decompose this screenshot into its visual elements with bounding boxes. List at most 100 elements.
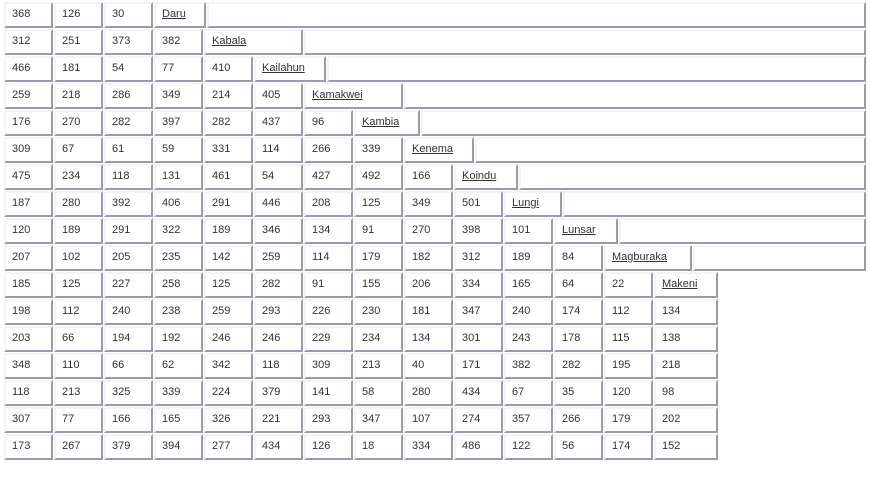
city-label: Lunsar — [554, 218, 618, 244]
distance-cell: 206 — [404, 272, 453, 298]
distance-cell: 114 — [304, 245, 353, 271]
table-row: 3077716616532622129334710727435726617920… — [4, 407, 866, 433]
table-row: 1732673793942774341261833448612256174152 — [4, 434, 866, 460]
distance-cell: 246 — [204, 326, 253, 352]
blank-cell — [475, 137, 866, 163]
distance-cell: 213 — [54, 380, 103, 406]
distance-cell: 218 — [654, 353, 718, 379]
distance-cell: 126 — [304, 434, 353, 460]
distance-cell: 475 — [4, 164, 53, 190]
distance-cell: 301 — [454, 326, 503, 352]
distance-cell: 120 — [4, 218, 53, 244]
distance-cell: 173 — [4, 434, 53, 460]
distance-cell: 406 — [154, 191, 203, 217]
distance-cell: 166 — [104, 407, 153, 433]
city-link[interactable]: Koindu — [462, 170, 496, 182]
distance-cell: 347 — [454, 299, 503, 325]
distance-cell: 282 — [204, 110, 253, 136]
distance-cell: 331 — [204, 137, 253, 163]
blank-cell — [404, 83, 866, 109]
city-link[interactable]: Kenema — [412, 143, 453, 155]
city-label: Kambia — [354, 110, 420, 136]
distance-cell: 107 — [404, 407, 453, 433]
city-link[interactable]: Kabala — [212, 35, 246, 47]
distance-cell: 259 — [254, 245, 303, 271]
distance-cell: 230 — [354, 299, 403, 325]
city-link[interactable]: Kailahun — [262, 62, 305, 74]
distance-cell: 348 — [4, 353, 53, 379]
distance-cell: 203 — [4, 326, 53, 352]
distance-cell: 221 — [254, 407, 303, 433]
distance-cell: 293 — [304, 407, 353, 433]
distance-cell: 397 — [154, 110, 203, 136]
distance-cell: 291 — [104, 218, 153, 244]
distance-cell: 224 — [204, 380, 253, 406]
distance-cell: 195 — [604, 353, 653, 379]
distance-cell: 486 — [454, 434, 503, 460]
distance-cell: 189 — [54, 218, 103, 244]
distance-cell: 189 — [204, 218, 253, 244]
distance-cell: 229 — [304, 326, 353, 352]
distance-cell: 54 — [254, 164, 303, 190]
blank-cell — [207, 2, 866, 28]
table-row: 259218286349214405Kamakwei — [4, 83, 866, 109]
distance-cell: 152 — [654, 434, 718, 460]
table-row: 312251373382Kabala — [4, 29, 866, 55]
city-link[interactable]: Lungi — [512, 197, 539, 209]
distance-cell: 84 — [554, 245, 603, 271]
distance-cell: 112 — [54, 299, 103, 325]
distance-cell: 171 — [454, 353, 503, 379]
distance-cell: 339 — [154, 380, 203, 406]
distance-cell: 234 — [54, 164, 103, 190]
blank-cell — [327, 56, 866, 82]
distance-cell: 349 — [154, 83, 203, 109]
distance-cell: 40 — [404, 353, 453, 379]
distance-cell: 251 — [54, 29, 103, 55]
distance-cell: 293 — [254, 299, 303, 325]
distance-cell: 280 — [54, 191, 103, 217]
distance-cell: 198 — [4, 299, 53, 325]
blank-cell — [519, 164, 866, 190]
distance-cell: 67 — [504, 380, 553, 406]
distance-cell: 309 — [4, 137, 53, 163]
distance-cell: 434 — [454, 380, 503, 406]
city-link[interactable]: Makeni — [662, 278, 697, 290]
city-label: Koindu — [454, 164, 518, 190]
city-link[interactable]: Magburaka — [612, 251, 667, 263]
distance-cell: 461 — [204, 164, 253, 190]
distance-cell: 122 — [504, 434, 553, 460]
distance-cell: 325 — [104, 380, 153, 406]
city-link[interactable]: Kambia — [362, 116, 399, 128]
distance-cell: 178 — [554, 326, 603, 352]
table-row: 2036619419224624622923413430124317811513… — [4, 326, 866, 352]
distance-cell: 202 — [654, 407, 718, 433]
distance-cell: 181 — [404, 299, 453, 325]
table-row: 17627028239728243796Kambia — [4, 110, 866, 136]
city-label: Lungi — [504, 191, 562, 217]
table-row: 47523411813146154427492166Koindu — [4, 164, 866, 190]
distance-cell: 466 — [4, 56, 53, 82]
city-link[interactable]: Lunsar — [562, 224, 596, 236]
city-link[interactable]: Daru — [162, 8, 186, 20]
distance-cell: 141 — [304, 380, 353, 406]
blank-cell — [563, 191, 866, 217]
distance-cell: 134 — [304, 218, 353, 244]
distance-cell: 277 — [204, 434, 253, 460]
table-row: 36812630Daru — [4, 2, 866, 28]
distance-cell: 189 — [504, 245, 553, 271]
table-row: 187280392406291446208125349501Lungi — [4, 191, 866, 217]
distance-cell: 115 — [604, 326, 653, 352]
city-label: Kamakwei — [304, 83, 403, 109]
distance-cell: 240 — [104, 299, 153, 325]
distance-cell: 194 — [104, 326, 153, 352]
distance-cell: 357 — [504, 407, 553, 433]
blank-cell — [421, 110, 866, 136]
distance-cell: 392 — [104, 191, 153, 217]
distance-cell: 307 — [4, 407, 53, 433]
distance-cell: 207 — [4, 245, 53, 271]
table-row: 11821332533922437914158280434673512098 — [4, 380, 866, 406]
distance-cell: 192 — [154, 326, 203, 352]
distance-cell: 61 — [104, 137, 153, 163]
city-link[interactable]: Kamakwei — [312, 89, 363, 101]
distance-cell: 282 — [104, 110, 153, 136]
